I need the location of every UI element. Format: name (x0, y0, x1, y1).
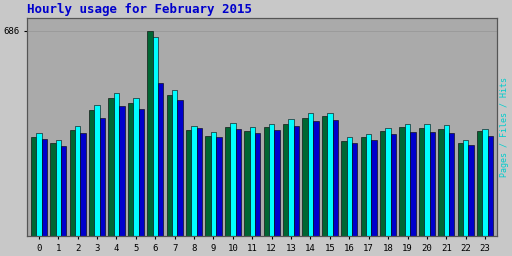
Bar (119, 106, 124, 236)
Bar (458, 143, 463, 236)
Bar (360, 137, 366, 236)
Bar (36, 133, 41, 236)
Bar (488, 136, 493, 236)
Bar (31, 137, 36, 236)
Bar (463, 140, 468, 236)
Bar (410, 132, 416, 236)
Bar (70, 130, 75, 236)
Bar (449, 133, 455, 236)
Bar (366, 134, 371, 236)
Bar (255, 133, 261, 236)
Bar (236, 129, 241, 236)
Bar (127, 103, 133, 236)
Bar (430, 132, 435, 236)
Bar (443, 125, 449, 236)
Bar (313, 121, 318, 236)
Bar (56, 140, 61, 236)
Bar (468, 145, 474, 236)
Bar (191, 126, 197, 236)
Bar (327, 113, 333, 236)
Bar (50, 143, 56, 236)
Bar (114, 93, 119, 236)
Bar (333, 120, 338, 236)
Bar (294, 126, 299, 236)
Bar (100, 118, 105, 236)
Bar (139, 109, 144, 236)
Bar (424, 124, 430, 236)
Bar (405, 124, 410, 236)
Bar (380, 131, 386, 236)
Bar (230, 123, 236, 236)
Bar (153, 37, 158, 236)
Bar (391, 134, 396, 236)
Bar (158, 83, 163, 236)
Bar (264, 127, 269, 236)
Bar (94, 105, 100, 236)
Bar (352, 143, 357, 236)
Bar (80, 133, 86, 236)
Bar (147, 31, 153, 236)
Bar (177, 100, 183, 236)
Bar (166, 95, 172, 236)
Bar (419, 128, 424, 236)
Bar (244, 131, 249, 236)
Bar (482, 129, 488, 236)
Bar (386, 128, 391, 236)
Bar (186, 130, 191, 236)
Bar (75, 126, 80, 236)
Bar (41, 139, 47, 236)
Bar (274, 130, 280, 236)
Bar (322, 116, 327, 236)
Bar (283, 124, 288, 236)
Bar (109, 98, 114, 236)
Bar (205, 136, 211, 236)
Bar (211, 132, 216, 236)
Bar (438, 129, 443, 236)
Bar (89, 110, 94, 236)
Bar (477, 131, 482, 236)
Bar (399, 127, 405, 236)
Bar (249, 127, 255, 236)
Bar (288, 119, 294, 236)
Bar (371, 140, 377, 236)
Bar (347, 137, 352, 236)
Bar (303, 118, 308, 236)
Bar (197, 128, 202, 236)
Text: Hourly usage for February 2015: Hourly usage for February 2015 (27, 4, 252, 16)
Bar (216, 137, 222, 236)
Bar (225, 127, 230, 236)
Bar (133, 98, 139, 236)
Bar (341, 141, 347, 236)
Bar (61, 146, 67, 236)
Y-axis label: Pages / Files / Hits: Pages / Files / Hits (500, 77, 508, 177)
Bar (269, 124, 274, 236)
Bar (308, 113, 313, 236)
Bar (172, 90, 177, 236)
